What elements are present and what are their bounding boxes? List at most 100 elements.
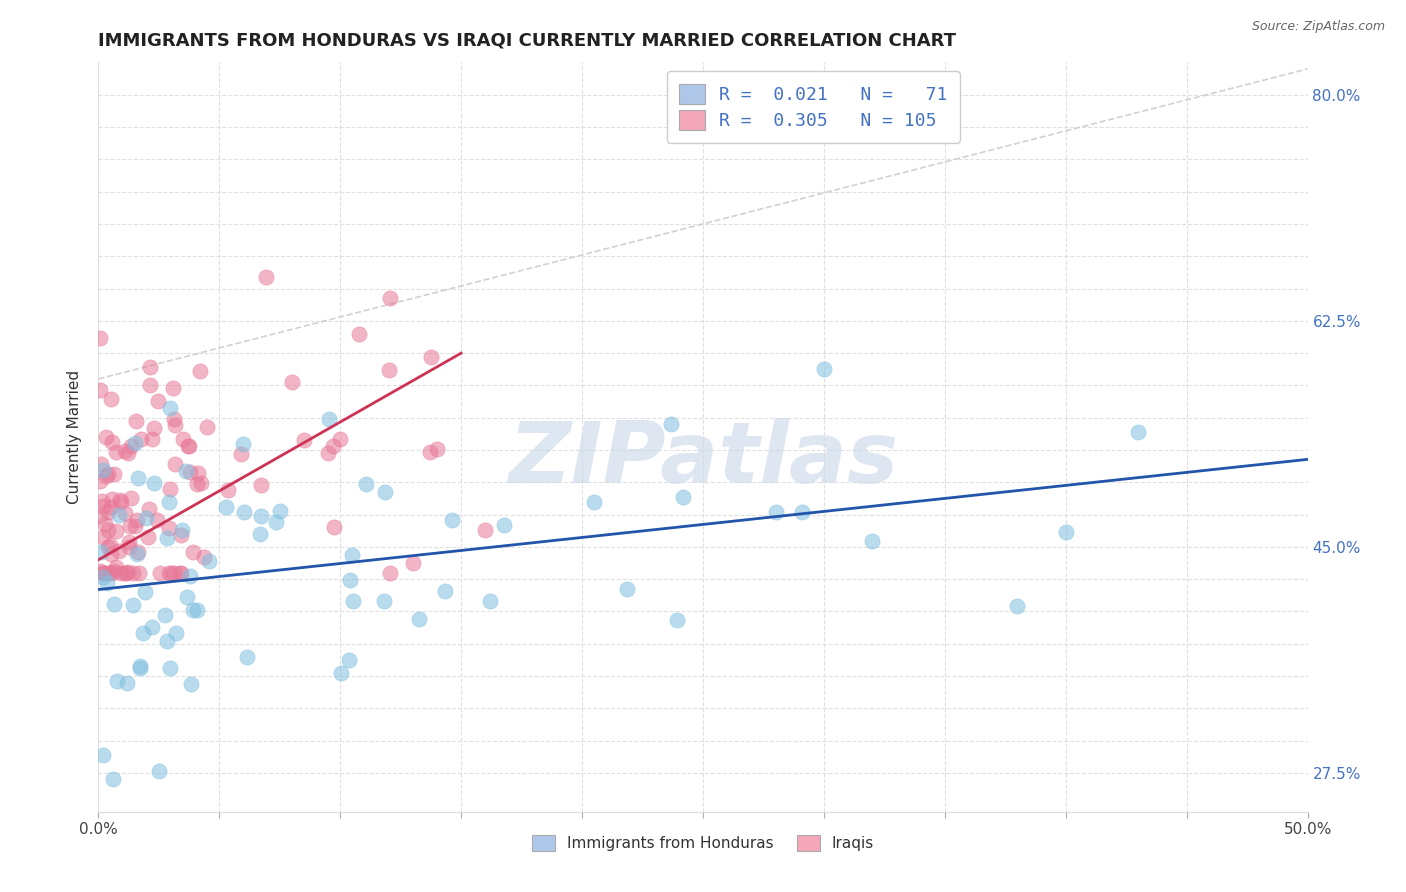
Point	[659, 417, 682, 432]
Point	[176, 439, 198, 453]
Point	[89, 383, 111, 397]
Point	[339, 574, 361, 588]
Point	[98, 538, 121, 552]
Point	[1128, 425, 1150, 439]
Point	[157, 521, 180, 535]
Point	[90, 545, 112, 559]
Point	[93, 516, 115, 531]
Point	[792, 505, 814, 519]
Point	[292, 433, 315, 447]
Point	[114, 566, 136, 580]
Point	[419, 350, 441, 364]
Point	[342, 594, 364, 608]
Point	[254, 269, 277, 284]
Point	[127, 545, 149, 559]
Point	[120, 491, 142, 505]
Point	[177, 439, 200, 453]
Point	[132, 625, 155, 640]
Point	[100, 547, 122, 561]
Point	[179, 569, 201, 583]
Point	[97, 524, 120, 538]
Point	[141, 432, 163, 446]
Point	[174, 464, 197, 478]
Point	[138, 359, 160, 374]
Point	[170, 566, 193, 580]
Point	[354, 477, 377, 491]
Point	[100, 392, 122, 407]
Point	[1007, 599, 1029, 614]
Point	[90, 494, 112, 508]
Point	[91, 570, 114, 584]
Point	[156, 634, 179, 648]
Point	[232, 505, 254, 519]
Point	[101, 566, 124, 580]
Point	[322, 439, 344, 453]
Point	[122, 566, 145, 580]
Point	[474, 523, 496, 537]
Point	[165, 626, 187, 640]
Point	[139, 377, 162, 392]
Point	[250, 478, 273, 492]
Point	[114, 507, 136, 521]
Point	[129, 658, 152, 673]
Point	[494, 518, 516, 533]
Point	[249, 509, 271, 524]
Point	[100, 500, 122, 515]
Point	[118, 534, 141, 549]
Point	[860, 534, 883, 549]
Point	[176, 591, 198, 605]
Point	[188, 364, 211, 378]
Point	[120, 439, 142, 453]
Point	[103, 467, 125, 482]
Point	[373, 593, 395, 607]
Point	[186, 603, 208, 617]
Point	[142, 475, 165, 490]
Point	[195, 420, 218, 434]
Point	[162, 381, 184, 395]
Point	[155, 608, 177, 623]
Point	[426, 442, 449, 457]
Point	[377, 363, 399, 377]
Point	[323, 520, 346, 534]
Point	[318, 446, 340, 460]
Point	[117, 446, 139, 460]
Point	[329, 432, 352, 446]
Point	[765, 505, 787, 519]
Text: IMMIGRANTS FROM HONDURAS VS IRAQI CURRENTLY MARRIED CORRELATION CHART: IMMIGRANTS FROM HONDURAS VS IRAQI CURREN…	[98, 32, 956, 50]
Point	[163, 417, 186, 432]
Point	[232, 437, 254, 451]
Point	[170, 528, 193, 542]
Point	[138, 502, 160, 516]
Point	[141, 619, 163, 633]
Point	[122, 598, 145, 612]
Point	[172, 432, 194, 446]
Point	[157, 566, 180, 580]
Point	[408, 612, 430, 626]
Text: Source: ZipAtlas.com: Source: ZipAtlas.com	[1251, 20, 1385, 33]
Point	[165, 458, 187, 472]
Point	[91, 748, 114, 763]
Point	[269, 504, 291, 518]
Point	[118, 540, 141, 554]
Point	[103, 597, 125, 611]
Point	[582, 495, 605, 509]
Point	[117, 675, 139, 690]
Point	[190, 476, 212, 491]
Point	[340, 548, 363, 562]
Point	[136, 530, 159, 544]
Point	[107, 544, 129, 558]
Point	[91, 463, 114, 477]
Point	[146, 513, 169, 527]
Point	[97, 504, 120, 518]
Point	[183, 545, 205, 559]
Point	[264, 515, 287, 529]
Point	[94, 469, 117, 483]
Point	[813, 361, 835, 376]
Y-axis label: Currently Married: Currently Married	[67, 370, 83, 504]
Point	[665, 613, 688, 627]
Point	[94, 566, 117, 580]
Point	[378, 291, 401, 305]
Point	[163, 566, 186, 580]
Point	[378, 566, 401, 580]
Point	[441, 513, 464, 527]
